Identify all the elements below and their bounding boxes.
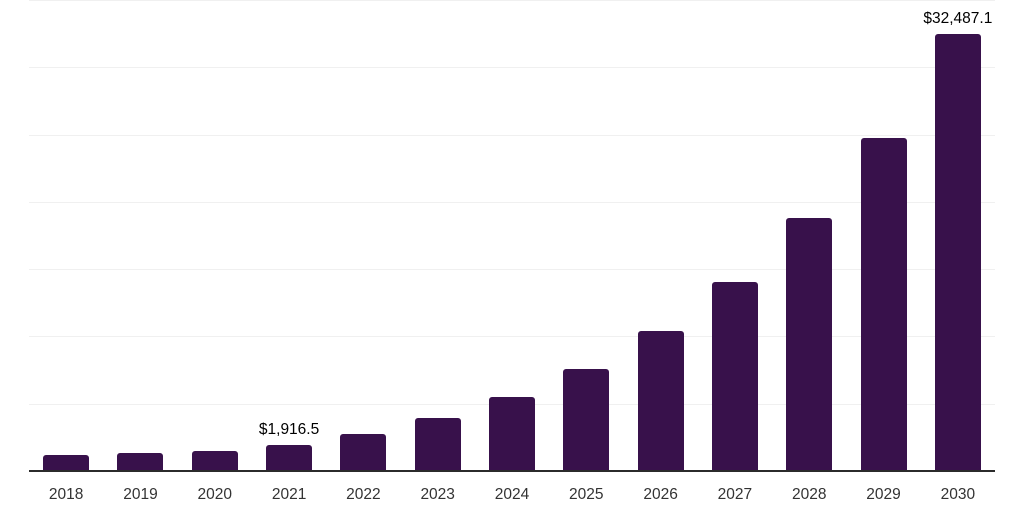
x-tick-label-2021: 2021 bbox=[271, 486, 307, 503]
x-tick-label-2030: 2030 bbox=[940, 486, 976, 503]
x-tick-label-2018: 2018 bbox=[48, 486, 84, 503]
bar-2018 bbox=[43, 454, 90, 471]
bar-2026 bbox=[637, 331, 684, 471]
bar-2027 bbox=[711, 282, 758, 471]
bar-2025 bbox=[563, 368, 610, 471]
x-tick-label-2019: 2019 bbox=[123, 486, 158, 503]
x-tick-label-2020: 2020 bbox=[197, 486, 232, 503]
x-tick-label-2023: 2023 bbox=[420, 486, 455, 503]
gridline bbox=[29, 201, 995, 203]
bar-2021 bbox=[266, 445, 313, 471]
data-label-2021: $1,916.5 bbox=[258, 421, 320, 439]
bar-2020 bbox=[191, 451, 238, 471]
gridline bbox=[29, 134, 995, 136]
x-axis-line bbox=[29, 470, 995, 472]
bar-2019 bbox=[117, 452, 164, 471]
x-tick-label-2028: 2028 bbox=[791, 486, 827, 503]
bar-2030 bbox=[934, 33, 981, 471]
x-tick-label-2027: 2027 bbox=[717, 486, 753, 503]
bar-2023 bbox=[414, 417, 461, 471]
gridline bbox=[29, 0, 995, 1]
x-tick-label-2024: 2024 bbox=[494, 486, 530, 503]
x-tick-label-2025: 2025 bbox=[569, 486, 604, 503]
bar-2022 bbox=[340, 434, 387, 471]
bar-2024 bbox=[489, 396, 535, 471]
x-tick-label-2026: 2026 bbox=[643, 486, 678, 503]
x-tick-label-2022: 2022 bbox=[346, 486, 381, 503]
bar-2029 bbox=[860, 138, 907, 471]
bar-2028 bbox=[786, 218, 833, 471]
gridline bbox=[29, 67, 995, 69]
data-label-2030: $32,487.1 bbox=[923, 9, 993, 27]
gridline bbox=[29, 269, 995, 271]
x-tick-label-2029: 2029 bbox=[866, 486, 901, 503]
gridline bbox=[29, 336, 995, 338]
